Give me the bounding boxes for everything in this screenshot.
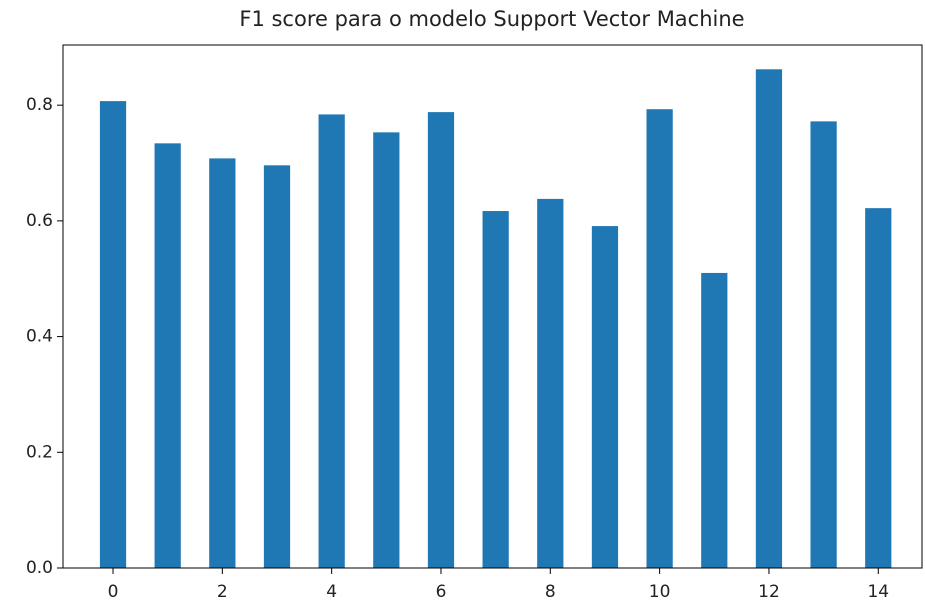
bar — [646, 109, 673, 568]
x-tick-label: 10 — [649, 582, 671, 602]
y-tick-label: 0.6 — [26, 211, 53, 231]
y-tick-label: 0.4 — [26, 327, 53, 347]
bar — [537, 198, 564, 568]
x-tick-label: 12 — [758, 582, 780, 602]
plot-frame — [62, 44, 923, 569]
x-tick-label: 8 — [545, 582, 556, 602]
bar — [810, 121, 837, 569]
y-tick-label: 0.2 — [26, 442, 53, 462]
y-tick-label: 0.8 — [26, 95, 53, 115]
bar — [99, 101, 127, 569]
y-tick-label: 0.0 — [26, 558, 53, 578]
x-tick-label: 2 — [217, 582, 228, 602]
bar — [427, 112, 455, 568]
bar — [373, 132, 400, 569]
bar — [755, 69, 783, 568]
x-tick-label: 0 — [108, 582, 119, 602]
x-tick-label: 14 — [867, 582, 889, 602]
bar — [591, 226, 619, 569]
bar — [154, 143, 181, 568]
bar — [482, 211, 509, 568]
bar — [865, 208, 892, 568]
bar — [209, 158, 236, 568]
x-tick-label: 6 — [436, 582, 447, 602]
bar — [318, 114, 345, 569]
bar — [263, 165, 291, 568]
bar — [701, 272, 728, 568]
chart-title: F1 score para o modelo Support Vector Ma… — [239, 7, 744, 31]
x-tick-label: 4 — [326, 582, 337, 602]
